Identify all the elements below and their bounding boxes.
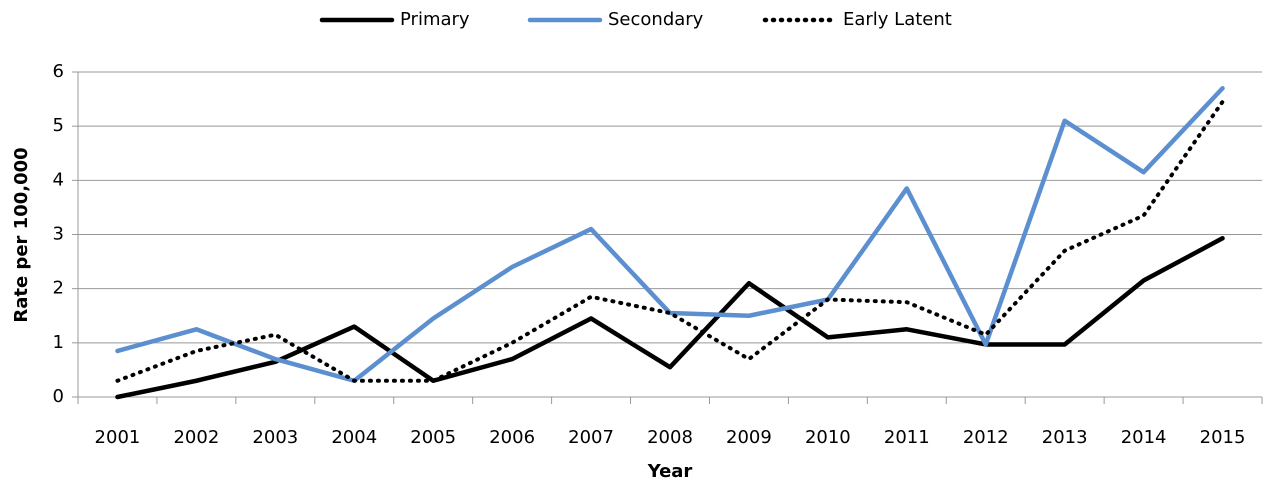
- x-tick-label: 2008: [647, 427, 693, 448]
- x-tick-label: 2001: [95, 427, 141, 448]
- x-tick-label: 2013: [1042, 427, 1088, 448]
- series-line: [115, 99, 1225, 383]
- legend-label: Primary: [400, 9, 470, 30]
- y-tick-label: 6: [53, 61, 64, 82]
- legend-label: Secondary: [608, 9, 704, 30]
- series-line: [115, 236, 1225, 400]
- y-tick-label: 2: [53, 278, 64, 299]
- x-tick-label: 2015: [1200, 427, 1246, 448]
- x-tick-label: 2007: [568, 427, 614, 448]
- x-tick-label: 2010: [805, 427, 851, 448]
- x-tick-label: 2011: [884, 427, 930, 448]
- x-tick-label: 2002: [173, 427, 219, 448]
- x-tick-label: 2005: [410, 427, 456, 448]
- y-axis-title: Rate per 100,000: [11, 147, 32, 322]
- y-tick-label: 1: [53, 332, 64, 353]
- x-tick-label: 2004: [331, 427, 377, 448]
- x-tick-label: 2014: [1121, 427, 1167, 448]
- y-tick-label: 4: [53, 169, 64, 190]
- x-tick-label: 2006: [489, 427, 535, 448]
- y-tick-label: 5: [53, 115, 64, 136]
- x-tick-label: 2003: [252, 427, 298, 448]
- legend-label: Early Latent: [843, 9, 952, 30]
- y-tick-label: 0: [53, 386, 64, 407]
- x-tick-label: 2012: [963, 427, 1009, 448]
- x-axis-title: Year: [647, 461, 693, 482]
- x-tick-label: 2009: [726, 427, 772, 448]
- y-tick-label: 3: [53, 224, 64, 245]
